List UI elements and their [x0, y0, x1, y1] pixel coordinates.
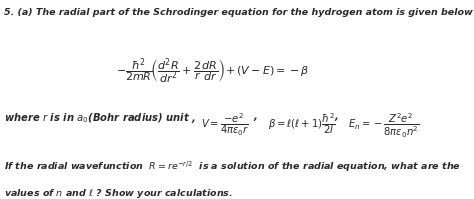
Text: ,: , — [254, 111, 257, 121]
Text: If the radial wavefunction  $R=re^{-r/2}$  is a solution of the radial equation,: If the radial wavefunction $R=re^{-r/2}$… — [4, 159, 461, 174]
Text: 5. (a) The radial part of the Schrodinger equation for the hydrogen atom is give: 5. (a) The radial part of the Schrodinge… — [4, 8, 474, 17]
Text: $E_{n}=-\dfrac{Z^{2}e^{2}}{8\pi\varepsilon_{0}n^{2}}$: $E_{n}=-\dfrac{Z^{2}e^{2}}{8\pi\varepsil… — [348, 111, 420, 140]
Text: values of $n$ and $\ell$ ? Show your calculations.: values of $n$ and $\ell$ ? Show your cal… — [4, 187, 233, 199]
Text: where $r$ is in $a_0$(Bohr radius) unit ,: where $r$ is in $a_0$(Bohr radius) unit … — [4, 111, 196, 125]
Text: $V=\dfrac{-e^{2}}{4\pi\varepsilon_{0}r}$: $V=\dfrac{-e^{2}}{4\pi\varepsilon_{0}r}$ — [201, 111, 250, 138]
Text: $\beta=\ell(\ell+1)\dfrac{\hbar^{2}}{2I}$: $\beta=\ell(\ell+1)\dfrac{\hbar^{2}}{2I}… — [268, 111, 336, 136]
Text: $-\dfrac{\hbar^{2}}{2mR}\!\left(\dfrac{d^{2}R}{dr^{2}}+\dfrac{2}{r}\dfrac{dR}{dr: $-\dfrac{\hbar^{2}}{2mR}\!\left(\dfrac{d… — [117, 56, 310, 86]
Text: ,: , — [334, 111, 338, 121]
